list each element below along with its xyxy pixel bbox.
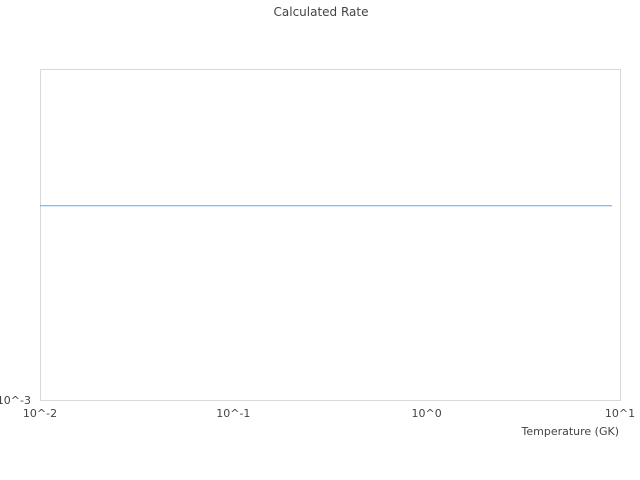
- x-tick-label: 10^1: [605, 407, 635, 420]
- y-tick-label: 10^-3: [0, 394, 31, 407]
- plot-area: [40, 69, 621, 401]
- x-tick-label: 10^-1: [216, 407, 250, 420]
- chart-title: Calculated Rate: [274, 5, 369, 19]
- x-axis-label: Temperature (GK): [521, 425, 620, 438]
- x-tick-label: 10^-2: [23, 407, 57, 420]
- x-tick-label: 10^0: [412, 407, 442, 420]
